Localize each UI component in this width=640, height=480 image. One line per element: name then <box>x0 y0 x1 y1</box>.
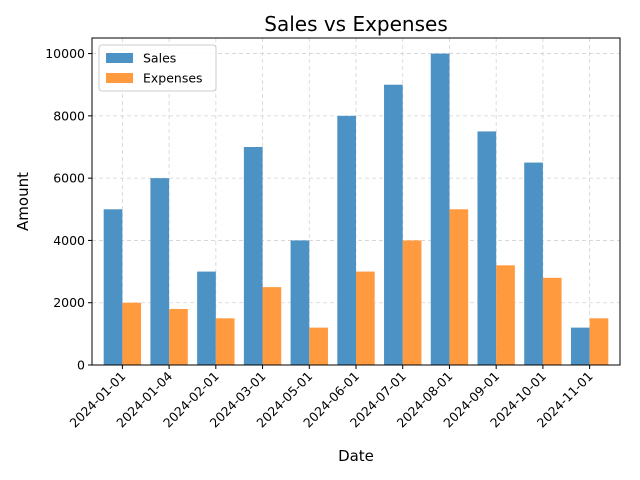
bar-expenses <box>122 302 142 365</box>
bar-sales <box>150 178 170 365</box>
bar-expenses <box>496 265 515 365</box>
bar-sales <box>337 115 356 365</box>
bar-expenses <box>309 327 328 365</box>
bars <box>103 53 609 365</box>
bar-expenses <box>356 271 375 365</box>
bar-expenses <box>402 240 422 365</box>
y-tick-label: 6000 <box>53 171 85 186</box>
x-axis-ticks: 2024-01-012024-01-042024-02-012024-03-01… <box>67 365 596 430</box>
legend-swatch-sales <box>106 53 133 63</box>
chart-title: Sales vs Expenses <box>264 12 448 36</box>
x-axis-label: Date <box>338 447 374 465</box>
y-tick-label: 0 <box>77 358 85 373</box>
bar-expenses <box>589 318 609 365</box>
bar-sales <box>384 84 403 365</box>
bar-expenses <box>215 318 235 365</box>
y-axis-label: Amount <box>14 172 32 231</box>
legend-swatch-expenses <box>106 73 133 83</box>
bar-sales <box>570 327 590 365</box>
bar-sales <box>477 131 497 365</box>
legend: Sales Expenses <box>98 44 217 92</box>
bar-expenses <box>262 287 282 365</box>
y-tick-label: 2000 <box>53 295 85 310</box>
bar-sales <box>430 53 450 365</box>
y-tick-label: 8000 <box>53 108 85 123</box>
y-axis-ticks: 0 2000 4000 6000 8000 10000 <box>45 46 92 373</box>
bar-sales <box>243 147 263 365</box>
bar-expenses <box>169 308 188 365</box>
legend-label-expenses: Expenses <box>143 71 203 86</box>
y-tick-label: 4000 <box>53 233 85 248</box>
bar-sales <box>197 271 216 365</box>
bar-sales <box>524 162 543 365</box>
y-tick-label: 10000 <box>45 46 85 61</box>
bar-expenses <box>542 277 562 365</box>
bar-expenses <box>449 209 469 365</box>
bar-sales <box>290 240 310 365</box>
legend-label-sales: Sales <box>143 51 176 66</box>
bar-sales <box>103 209 123 365</box>
